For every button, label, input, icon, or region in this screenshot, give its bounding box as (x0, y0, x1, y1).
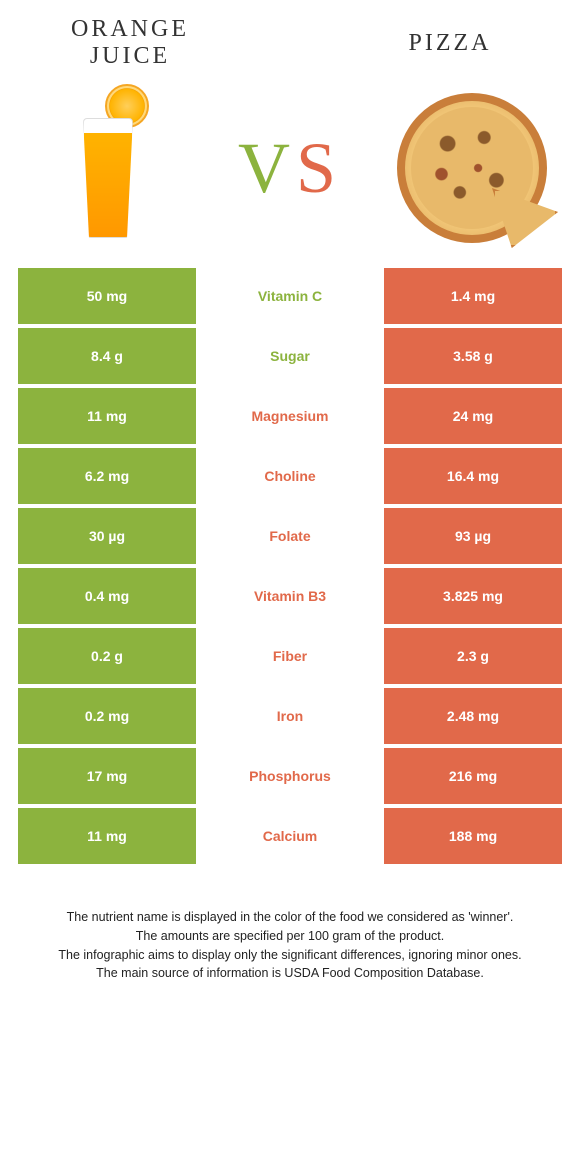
nutrient-label: Fiber (196, 628, 384, 684)
table-row: 6.2 mgCholine16.4 mg (18, 448, 562, 504)
left-value: 6.2 mg (18, 448, 196, 504)
footnote-line: The amounts are specified per 100 gram o… (30, 927, 550, 946)
right-value: 24 mg (384, 388, 562, 444)
left-value: 0.2 g (18, 628, 196, 684)
header: ORANGE JUICE PIZZA (0, 0, 580, 78)
left-value: 11 mg (18, 388, 196, 444)
table-row: 11 mgCalcium188 mg (18, 808, 562, 864)
nutrient-label: Sugar (196, 328, 384, 384)
table-row: 17 mgPhosphorus216 mg (18, 748, 562, 804)
table-row: 0.4 mgVitamin B33.825 mg (18, 568, 562, 624)
left-value: 0.2 mg (18, 688, 196, 744)
footnote-line: The infographic aims to display only the… (30, 946, 550, 965)
vs-s: S (296, 128, 342, 208)
nutrient-label: Calcium (196, 808, 384, 864)
right-value: 216 mg (384, 748, 562, 804)
nutrient-label: Choline (196, 448, 384, 504)
footnote-line: The nutrient name is displayed in the co… (30, 908, 550, 927)
header-left-title: ORANGE JUICE (30, 16, 230, 70)
nutrient-label: Folate (196, 508, 384, 564)
table-row: 0.2 mgIron2.48 mg (18, 688, 562, 744)
nutrient-label: Iron (196, 688, 384, 744)
left-value: 11 mg (18, 808, 196, 864)
orange-juice-image (28, 88, 188, 248)
right-value: 188 mg (384, 808, 562, 864)
hero-row: VS (0, 78, 580, 268)
header-right-title: PIZZA (350, 16, 550, 70)
left-value: 17 mg (18, 748, 196, 804)
footnote-line: The main source of information is USDA F… (30, 964, 550, 983)
comparison-table: 50 mgVitamin C1.4 mg8.4 gSugar3.58 g11 m… (0, 268, 580, 864)
table-row: 0.2 gFiber2.3 g (18, 628, 562, 684)
right-value: 2.48 mg (384, 688, 562, 744)
vs-v: V (238, 128, 296, 208)
left-value: 8.4 g (18, 328, 196, 384)
nutrient-label: Vitamin B3 (196, 568, 384, 624)
nutrient-label: Phosphorus (196, 748, 384, 804)
right-value: 1.4 mg (384, 268, 562, 324)
right-value: 2.3 g (384, 628, 562, 684)
pizza-image (392, 88, 552, 248)
left-value: 30 µg (18, 508, 196, 564)
right-value: 16.4 mg (384, 448, 562, 504)
table-row: 30 µgFolate93 µg (18, 508, 562, 564)
left-value: 50 mg (18, 268, 196, 324)
table-row: 8.4 gSugar3.58 g (18, 328, 562, 384)
right-value: 93 µg (384, 508, 562, 564)
nutrient-label: Vitamin C (196, 268, 384, 324)
right-value: 3.58 g (384, 328, 562, 384)
table-row: 11 mgMagnesium24 mg (18, 388, 562, 444)
right-value: 3.825 mg (384, 568, 562, 624)
left-value: 0.4 mg (18, 568, 196, 624)
nutrient-label: Magnesium (196, 388, 384, 444)
vs-label: VS (238, 127, 342, 210)
table-row: 50 mgVitamin C1.4 mg (18, 268, 562, 324)
footnotes: The nutrient name is displayed in the co… (0, 868, 580, 983)
